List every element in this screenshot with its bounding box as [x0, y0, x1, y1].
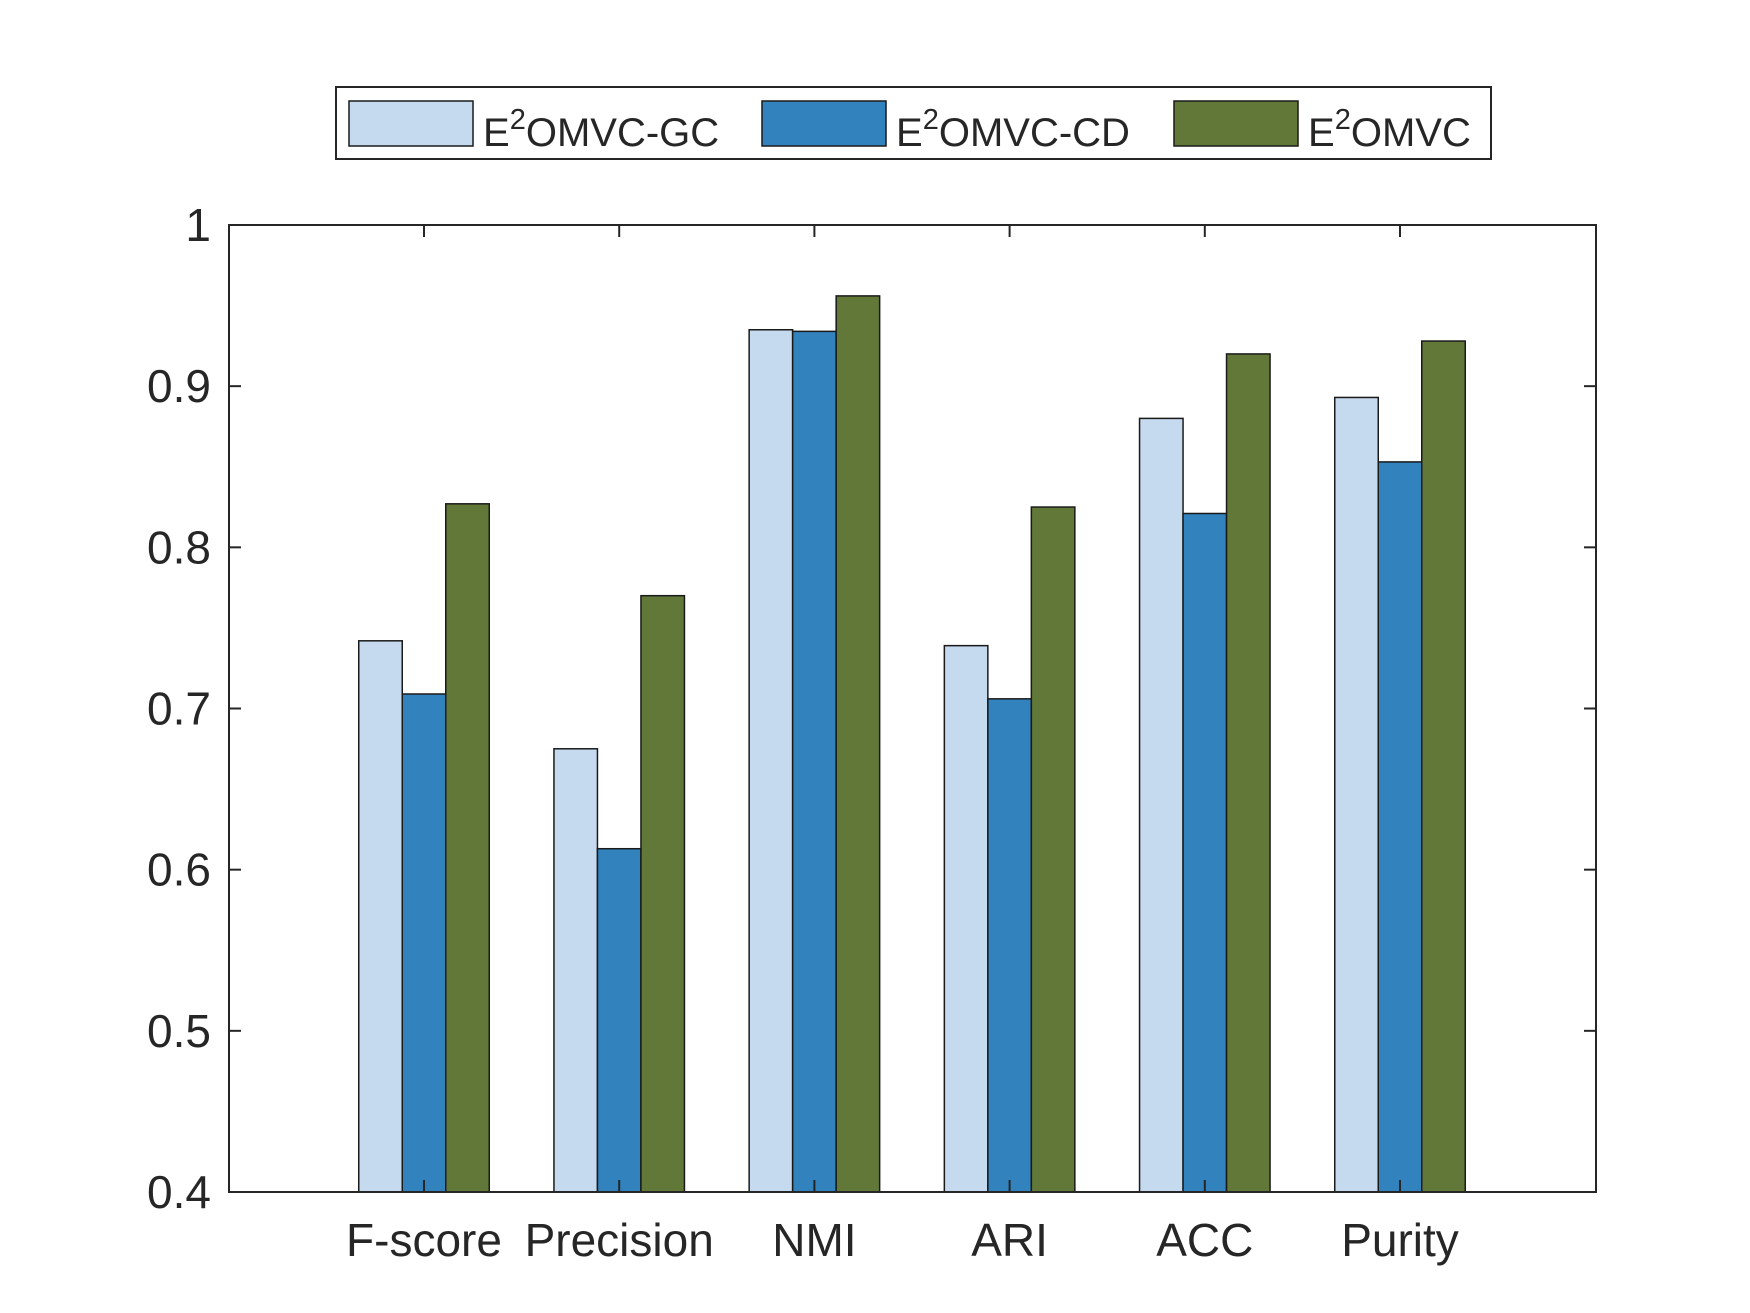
bar-purity-series-2 [1377, 461, 1423, 1193]
legend-swatch-1 [348, 100, 474, 147]
y-tick-labels: 0.4 0.5 0.6 0.7 0.8 0.9 1 [147, 199, 211, 1218]
legend-label-rest: OMVC [1351, 111, 1471, 155]
bar-f-score-series-3 [445, 503, 490, 1193]
y-tick-label: 0.8 [147, 521, 211, 573]
bar-nmi-series-2 [791, 330, 837, 1193]
y-tick-label: 0.7 [147, 683, 211, 735]
bars-group [358, 295, 1466, 1193]
bar-ari-series-1 [943, 644, 989, 1193]
bar-acc-series-2 [1182, 512, 1228, 1193]
bar-precision-series-2 [596, 847, 642, 1193]
legend-label-rest: OMVC-CD [939, 111, 1130, 155]
legend-label-base: E [896, 111, 923, 155]
y-tick-label: 0.9 [147, 360, 211, 412]
bar-acc-series-3 [1225, 353, 1271, 1193]
legend-label-superscript: 2 [1335, 104, 1351, 136]
y-tick-label: 0.4 [147, 1166, 211, 1218]
y-tick-label: 0.6 [147, 844, 211, 896]
x-tick-label: NMI [772, 1214, 856, 1266]
bar-ari-series-2 [987, 698, 1033, 1193]
bar-purity-series-1 [1334, 396, 1379, 1193]
x-tick-label: Precision [525, 1214, 714, 1266]
bar-purity-series-3 [1421, 340, 1466, 1193]
legend-label-base: E [1308, 111, 1335, 155]
x-tick-labels: F-score Precision NMI ARI ACC Purity [346, 1214, 1459, 1266]
legend-swatch-3 [1173, 100, 1299, 147]
bar-ari-series-3 [1030, 506, 1076, 1193]
x-tick-label: F-score [346, 1214, 502, 1266]
legend-swatch-2 [761, 100, 887, 147]
legend-label-1: E2OMVC-GC [483, 104, 719, 155]
legend-label-base: E [483, 111, 510, 155]
legend: E2OMVC-GC E2OMVC-CD E2OMVC [335, 86, 1492, 160]
x-tick-label: ACC [1156, 1214, 1253, 1266]
legend-label-3: E2OMVC [1308, 104, 1471, 155]
legend-label-2: E2OMVC-CD [896, 104, 1130, 155]
bar-nmi-series-3 [835, 295, 881, 1193]
y-tick-label: 1 [185, 199, 211, 251]
bar-precision-series-1 [553, 748, 599, 1193]
bar-f-score-series-2 [401, 693, 447, 1193]
legend-label-superscript: 2 [510, 104, 526, 136]
y-tick-label: 0.5 [147, 1005, 211, 1057]
axis-ticks [229, 224, 1596, 1193]
bar-acc-series-1 [1138, 417, 1184, 1193]
bar-f-score-series-1 [358, 640, 403, 1193]
legend-label-rest: OMVC-GC [526, 111, 719, 155]
x-tick-label: ARI [971, 1214, 1048, 1266]
bar-precision-series-3 [640, 594, 686, 1193]
bar-nmi-series-1 [748, 329, 794, 1193]
x-tick-label: Purity [1341, 1214, 1459, 1266]
legend-label-superscript: 2 [923, 104, 939, 136]
